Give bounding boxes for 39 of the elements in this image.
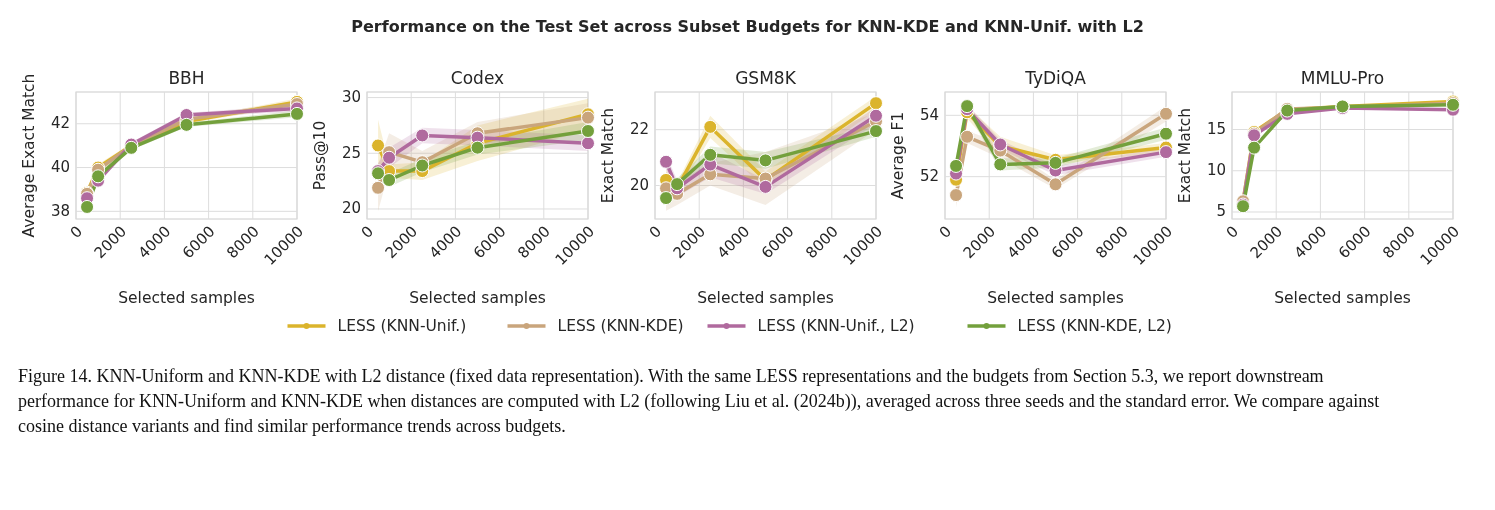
x-axis-title: Selected samples (987, 289, 1124, 307)
x-axis-title: Selected samples (409, 289, 546, 307)
x-tick-label: 0 (357, 222, 378, 242)
y-axis-title: Pass@10 (311, 120, 329, 191)
y-tick-label: 22 (629, 120, 649, 139)
y-axis-title: Average F1 (889, 111, 907, 200)
x-tick-label: 0 (935, 222, 956, 242)
y-tick-label: 15 (1206, 120, 1226, 139)
x-tick-label: 0 (645, 222, 666, 242)
chart-title: TyDiQA (1024, 68, 1087, 88)
y-tick-label: 20 (341, 199, 361, 218)
y-tick-label: 5 (1216, 202, 1226, 221)
y-tick-label: 42 (50, 114, 70, 133)
chart-title: MMLU-Pro (1300, 68, 1385, 88)
x-axis-title: Selected samples (697, 289, 834, 307)
y-axis-title: Average Exact Match (20, 73, 38, 238)
text: Performance on the Test Set across Subset Budgets for KNN-KDE and KNN-Unif. with L2 (351, 17, 1144, 36)
y-axis-title: Exact Match (1176, 107, 1194, 204)
caption: Figure 14. KNN-Uniform and KNN-KDE with L2 distance (fixed data representation). With the same LESS representations and the budgets from Section 5.3, we report downstream performance for KNN-Uniform and KNN-KDE when distances are computed with L2 (following Liu et al. (2024b)), averaged across three seeds and the standard error. We compare against cosine distance variants and find similar performance trends across budgets. (18, 366, 1380, 436)
y-tick-label: 52 (919, 167, 939, 186)
chart-title: BBH (168, 68, 205, 88)
x-axis-title: Selected samples (118, 289, 255, 307)
y-axis-title: Exact Match (599, 107, 617, 204)
legend-label: LESS (KNN-KDE) (557, 316, 684, 335)
y-tick-label: 25 (341, 143, 361, 162)
y-tick-label: 40 (50, 158, 70, 177)
legend-label: LESS (KNN-KDE, L2) (1017, 316, 1172, 335)
chart-title: GSM8K (735, 68, 797, 88)
y-tick-label: 20 (629, 176, 649, 195)
y-tick-label: 10 (1206, 161, 1226, 180)
y-tick-label: 54 (919, 105, 939, 124)
legend-label: LESS (KNN-Unif., L2) (757, 316, 915, 335)
x-axis-title: Selected samples (1274, 289, 1411, 307)
x-tick-label: 0 (1222, 222, 1243, 242)
legend-label: LESS (KNN-Unif.) (337, 316, 467, 335)
y-tick-label: 30 (341, 88, 361, 107)
chart-title: Codex (450, 68, 505, 88)
y-tick-label: 38 (50, 201, 70, 220)
x-tick-label: 0 (66, 222, 87, 242)
